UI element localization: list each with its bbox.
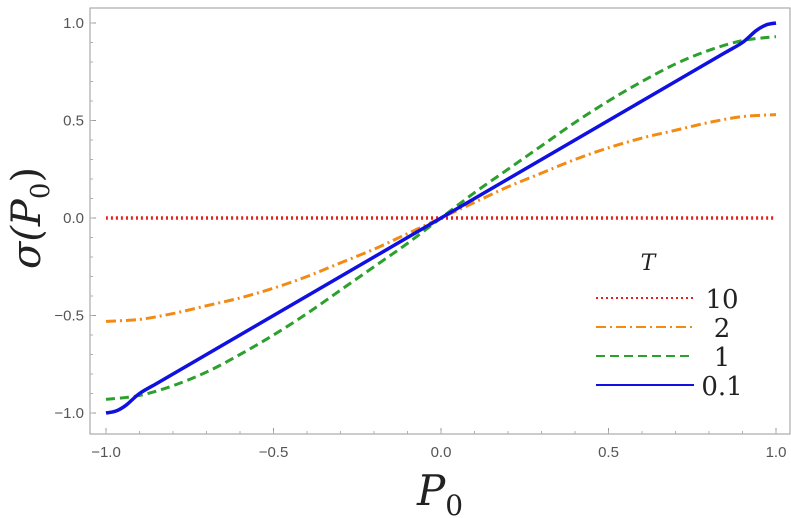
- y-tick-label: −1.0: [54, 405, 84, 422]
- y-axis-label-subscript: 0: [26, 183, 56, 200]
- legend-label-T-10: 10: [705, 285, 738, 315]
- series-line-T-0.1: [105, 21, 777, 415]
- tick-group: −1.0 −0.5 0.0 0.5 1.0 −1.0 −0.5 0.0 0.5 1.0: [54, 15, 786, 461]
- y-axis-label-main: σ(P: [4, 198, 50, 269]
- y-axis-label-close: ): [4, 167, 50, 183]
- y-tick-label: 1.0: [63, 15, 84, 32]
- x-axis-label-subscript: 0: [445, 489, 463, 518]
- x-axis-label: P0: [416, 466, 463, 518]
- plot-frame: [89, 7, 791, 435]
- legend-label-T-0.1: 0.1: [701, 372, 742, 402]
- series-group: [105, 21, 777, 415]
- x-axis-label-main: P: [416, 466, 446, 515]
- legend-label-T-1: 1: [714, 343, 731, 373]
- x-tick-label: 0.5: [598, 444, 619, 461]
- y-axis-label: σ(P0): [4, 167, 56, 269]
- x-tick-label: 1.0: [766, 444, 787, 461]
- y-tick-label: 0.0: [63, 210, 84, 227]
- x-tick-label: −1.0: [91, 444, 121, 461]
- y-tick-label: 0.5: [63, 113, 84, 130]
- x-tick-label: −0.5: [259, 444, 289, 461]
- y-tick-label: −0.5: [54, 308, 84, 325]
- legend-title: T: [641, 251, 658, 276]
- legend-label-T-2: 2: [714, 314, 731, 344]
- x-tick-label: 0.0: [431, 444, 452, 461]
